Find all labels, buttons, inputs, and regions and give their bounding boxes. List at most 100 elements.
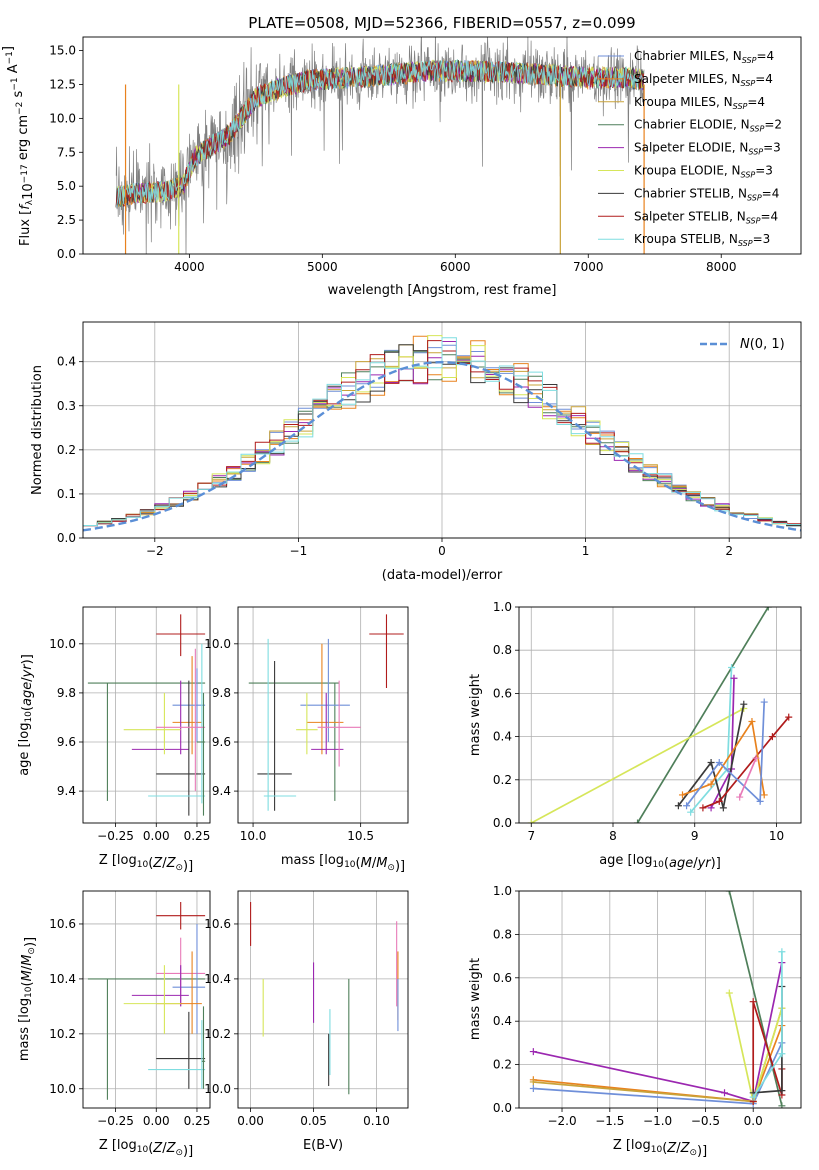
age-vs-mass-frame xyxy=(237,606,409,824)
massweight-vs-age-xlabel: age [log10(age/yr)] xyxy=(599,853,721,871)
age-vs-mass-xlabel-part: ( xyxy=(356,856,361,871)
legend-label-kroupa-elodie: Kroupa ELODIE, NSSP=3 xyxy=(634,164,773,180)
massweight-vs-Z-marker xyxy=(749,998,757,1006)
spectrum-xlabel: wavelength [Angstrom, rest frame] xyxy=(328,283,557,298)
massweight-vs-age-ytick-label: 0.2 xyxy=(493,773,512,787)
mass-vs-ebv-xtick-label: 0.05 xyxy=(300,1114,327,1128)
mass-vs-Z-ylabel-part: / xyxy=(20,965,35,970)
age-vs-Z-ytick-label: 9.6 xyxy=(57,735,76,749)
massweight-vs-Z-xlabel-part: / xyxy=(676,1141,681,1156)
massweight-vs-Z-ylabel: mass weight xyxy=(468,958,483,1040)
legend-label-value: =4 xyxy=(747,95,765,109)
massweight-vs-age-plot-area xyxy=(527,607,793,823)
massweight-vs-Z-ytick-label: 0.4 xyxy=(493,1014,512,1028)
legend-label-sub: SSP xyxy=(747,193,762,202)
massweight-vs-Z-ytick-label: 1.0 xyxy=(493,884,512,898)
legend-label-salpeter-miles: Salpeter MILES, NSSP=4 xyxy=(634,72,773,88)
residual-histogram-panel: −2 −1 0 1 2 0.0 0.1 0.2 0.3 0.4 N(0, 1) (data-model… xyxy=(30,321,802,583)
massweight-vs-age-xtick-label: 10 xyxy=(769,829,784,843)
legend-label-kroupa-stelib: Kroupa STELIB, NSSP=3 xyxy=(634,232,770,248)
observed-spectrum xyxy=(115,37,645,254)
massweight-vs-age-marker xyxy=(674,802,682,810)
mass-vs-Z-xlabel-part: Z [log xyxy=(99,1138,137,1153)
massweight-vs-age-marker xyxy=(768,733,776,741)
massweight-vs-age-ytick-label: 1.0 xyxy=(493,600,512,614)
age-vs-Z-ylabel-part: )] xyxy=(20,654,35,664)
age-vs-Z-xlabel-part: Z xyxy=(152,856,163,871)
massweight-vs-age-marker xyxy=(730,674,738,682)
age-vs-Z-ylabel-part: age xyxy=(20,682,35,706)
massweight-vs-age-marker xyxy=(748,717,756,725)
mass-vs-Z-plot-area xyxy=(87,901,206,1100)
massweight-vs-age-marker xyxy=(683,802,691,810)
age-vs-Z-xlabel-part: Z xyxy=(166,856,177,871)
massweight-vs-age-line-chabrier-miles xyxy=(685,701,766,807)
spectrum-ylabel-part: s xyxy=(11,90,26,101)
age-vs-Z-ylabel-part: 10 xyxy=(24,711,34,723)
residuals-ytick-label: 0.3 xyxy=(57,399,76,413)
mass-vs-Z-xtick-label: 0.00 xyxy=(143,1114,170,1128)
legend-label-value: =2 xyxy=(764,118,782,132)
massweight-vs-Z-marker xyxy=(529,1084,537,1092)
age-vs-Z-plot-area xyxy=(87,614,206,816)
massweight-vs-age-marker xyxy=(687,808,695,816)
mass-vs-Z-ylabel-part: ⊙ xyxy=(27,947,37,955)
spectrum-ytick-label: 15.0 xyxy=(49,44,76,58)
massweight-vs-age-xlabel-part: yr xyxy=(697,856,713,871)
legend-label-text: Chabrier ELODIE, N xyxy=(634,118,750,132)
spectrum-ytick-label: 2.5 xyxy=(57,213,76,227)
massweight-vs-age-marker xyxy=(752,754,760,762)
age-vs-mass-xtick-label: 10.0 xyxy=(240,829,267,843)
massweight-vs-age-marker xyxy=(634,819,642,823)
massweight-vs-age-xlabel-part: age xyxy=(669,856,693,871)
residuals-xtick-label: 0 xyxy=(438,544,446,558)
massweight-vs-age-marker xyxy=(678,791,686,799)
age-vs-mass-xlabel-part: 10 xyxy=(344,860,356,870)
mass-vs-ebv-ytick-label: 10.0 xyxy=(204,1082,231,1096)
spectrum-ylabel-part: erg cm xyxy=(16,115,31,164)
legend-label-sub: SSP xyxy=(741,79,756,88)
age-vs-Z-ylabel-part: ( xyxy=(20,706,35,711)
mass-vs-Z-ylabel: mass [log10(M/M⊙)] xyxy=(17,937,38,1061)
massweight-vs-Z-xlabel: Z [log10(Z/Z⊙)] xyxy=(613,1138,707,1159)
massweight-vs-Z-xlabel-part: Z xyxy=(666,1141,677,1156)
legend-label-value: =4 xyxy=(760,209,778,223)
massweight-vs-age-frame xyxy=(518,606,802,824)
massweight-vs-age-xtick-label: 8 xyxy=(609,829,617,843)
spectrum-ylabel-part: −17 xyxy=(20,164,30,183)
massweight-vs-Z-ytick-label: 0.0 xyxy=(493,1101,512,1115)
massweight-vs-Z-xtick-label: −0.5 xyxy=(691,1114,720,1128)
age-vs-mass-ytick-label: 9.4 xyxy=(212,784,231,798)
massweight-vs-Z-marker xyxy=(778,1050,786,1058)
age-vs-Z-ytick-label: 9.8 xyxy=(57,686,76,700)
spectrum-ylabel-part: 10 xyxy=(21,183,36,200)
age-vs-Z-xtick-label: 0.25 xyxy=(184,829,211,843)
massweight-vs-Z-xlabel-part: 10 xyxy=(651,1145,663,1155)
residuals-frame xyxy=(82,321,802,539)
age-vs-mass-grid xyxy=(238,607,408,823)
massweight-vs-Z-marker xyxy=(721,1089,729,1097)
residuals-xtick-label: −1 xyxy=(290,544,308,558)
spectrum-ylabel-part: A xyxy=(6,64,21,77)
age-vs-Z-xtick-label: 0.00 xyxy=(143,829,170,843)
age-vs-Z-xlabel-part: / xyxy=(162,856,167,871)
massweight-vs-age-marker xyxy=(707,780,715,788)
age-vs-mass-xlabel-part: )] xyxy=(395,859,405,874)
mass-vs-ebv-ytick-label: 10.2 xyxy=(204,1027,231,1041)
massweight-vs-age-xlabel-part: age [log xyxy=(599,853,652,868)
spectrum-ylabel-part: ] xyxy=(1,46,16,51)
residuals-xtick-label: 2 xyxy=(725,544,733,558)
mass-vs-Z-ytick-label: 10.4 xyxy=(49,972,76,986)
massweight-vs-age-xlabel-part: 10 xyxy=(652,860,664,870)
age-vs-Z-ytick-label: 9.4 xyxy=(57,784,76,798)
age-vs-Z-xtick-label: −0.25 xyxy=(97,829,134,843)
mass-vs-Z-frame xyxy=(82,890,211,1109)
massweight-vs-Z-ytick-label: 0.2 xyxy=(493,1058,512,1072)
massweight-vs-age-xlabel-part: )] xyxy=(711,856,721,871)
massweight-vs-age-marker xyxy=(527,819,535,823)
mass-vs-Z-xlabel-part: 10 xyxy=(137,1145,149,1155)
legend-label-value: =3 xyxy=(753,232,771,246)
massweight-vs-Z-xtick-label: −1.5 xyxy=(595,1114,624,1128)
massweight-vs-age-marker xyxy=(740,700,748,708)
massweight-vs-age-xlabel-part: / xyxy=(693,856,698,871)
